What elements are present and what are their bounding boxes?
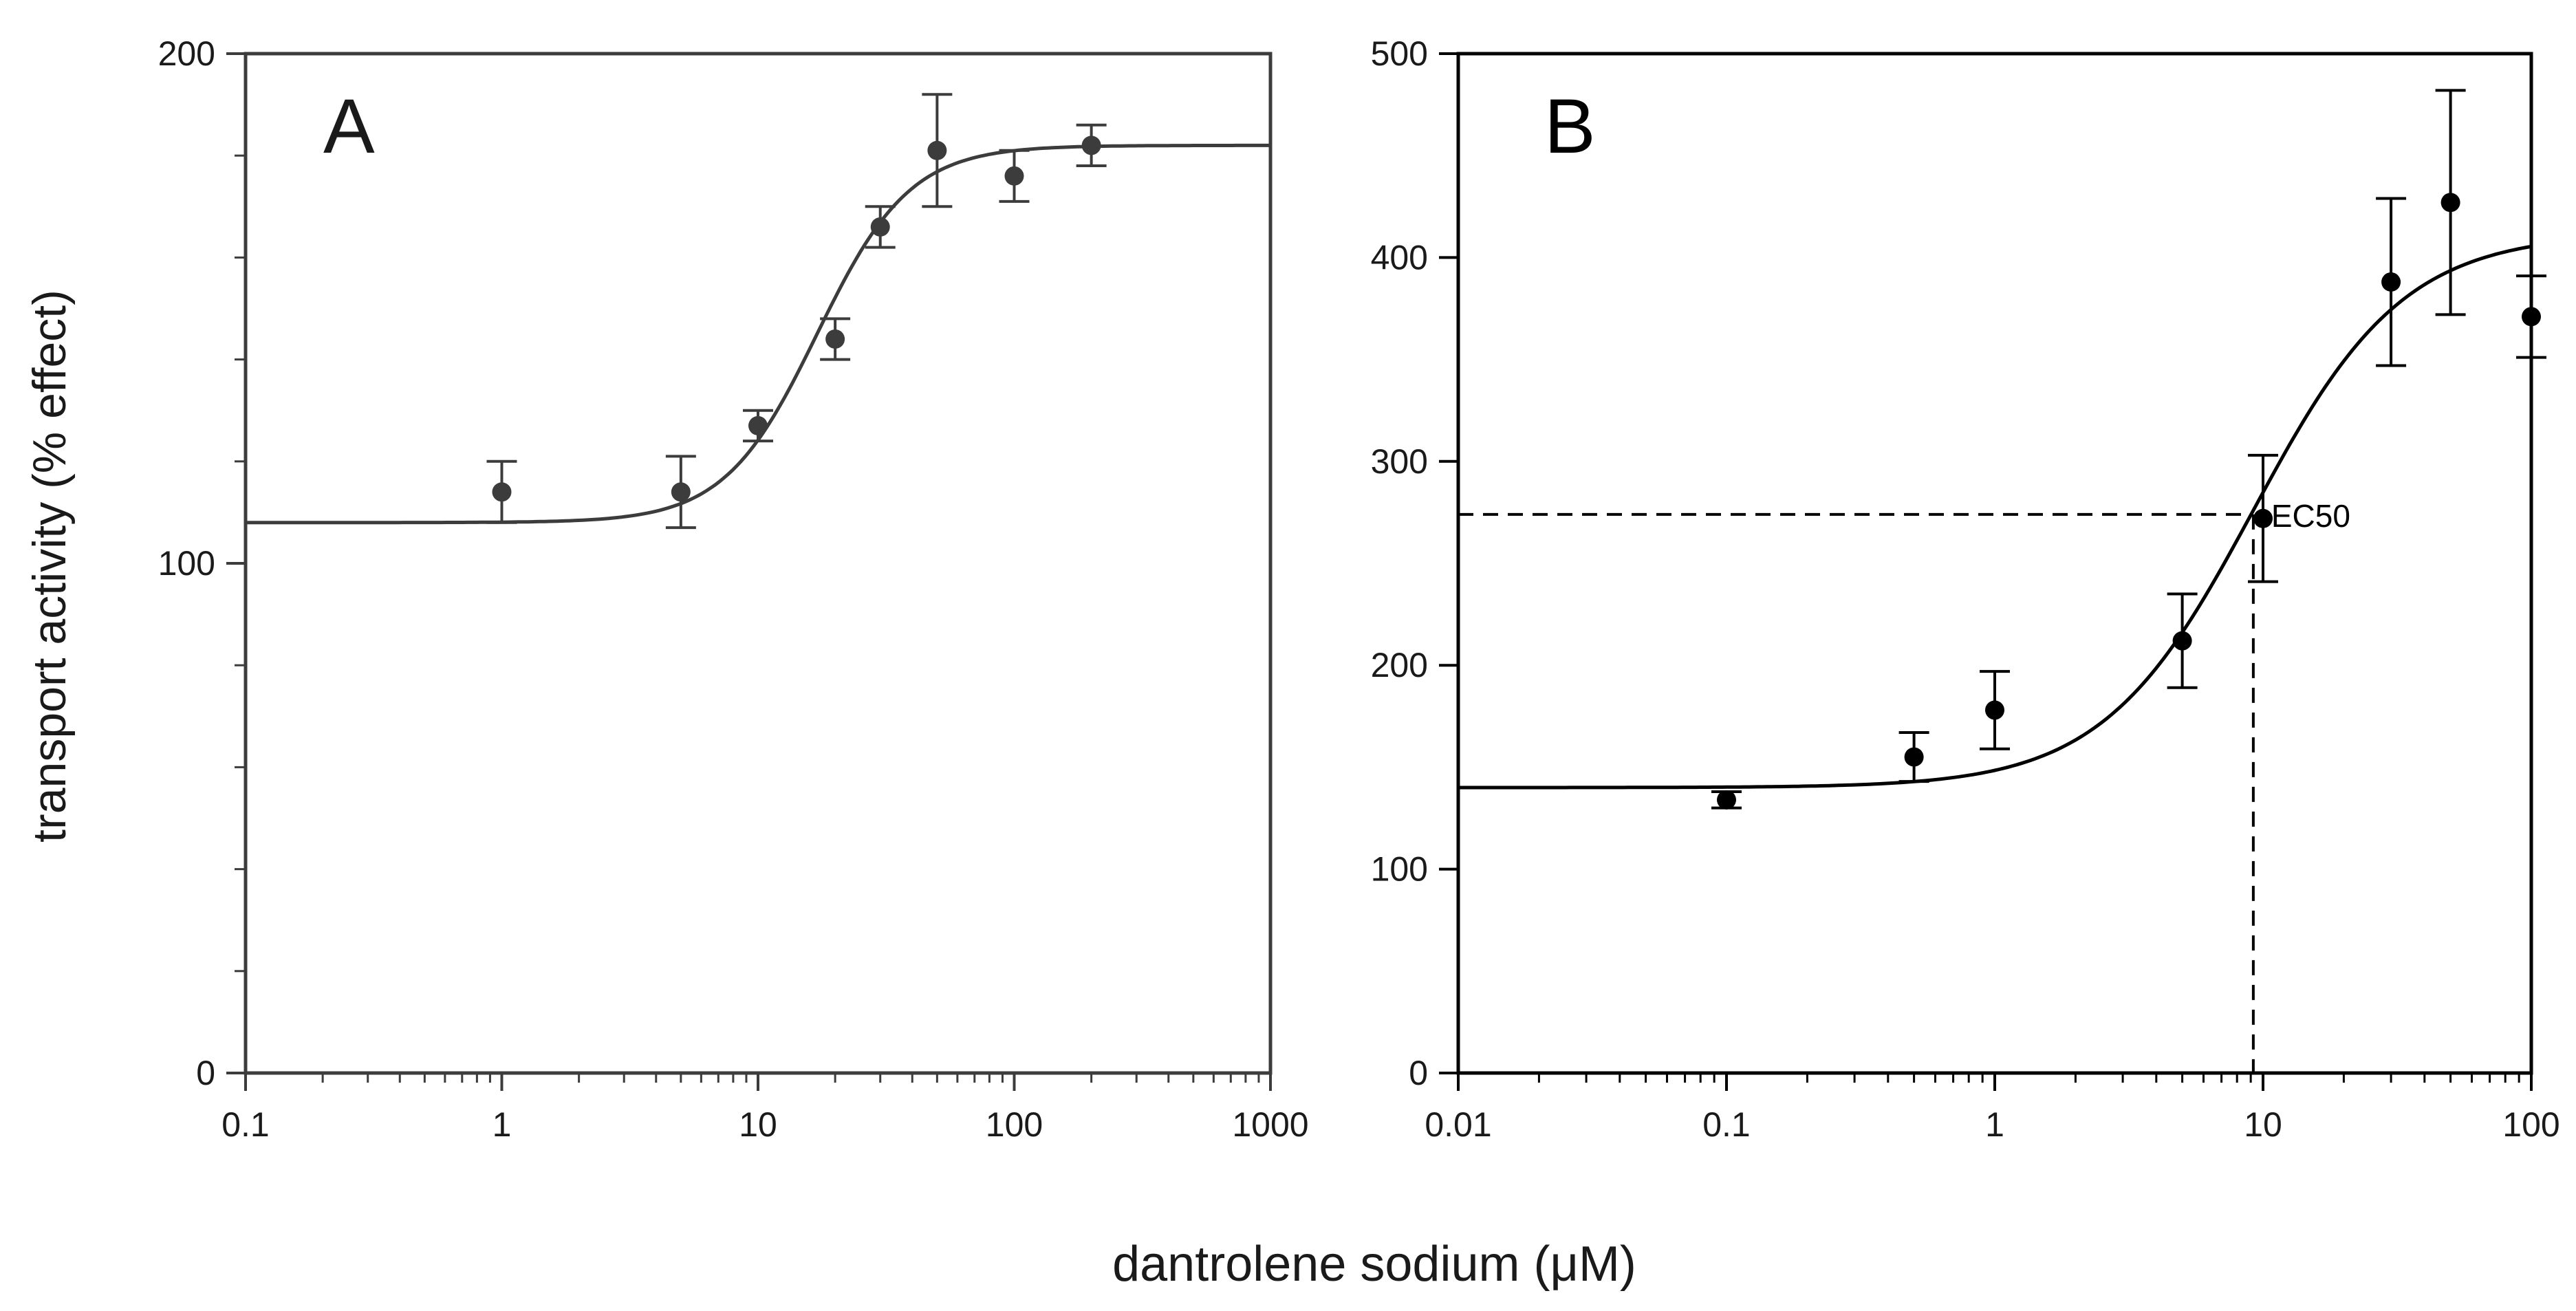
point-marker — [825, 329, 845, 349]
y-tick-label-a: 200 — [158, 34, 215, 73]
x-tick-label-b: 0.01 — [1425, 1105, 1491, 1144]
chart-panel-a: A 0.1 1 10 100 1000 0 100 200 — [158, 34, 1309, 1144]
plot-frame-b — [1456, 52, 2533, 1075]
y-tick-label-b: 400 — [1371, 238, 1428, 277]
fit-curve-a — [246, 143, 1270, 525]
x-tick-label-a: 0.1 — [221, 1105, 270, 1144]
data-point — [1711, 790, 1742, 810]
data-point — [2248, 453, 2278, 583]
point-marker — [1985, 700, 2004, 720]
panel-label-b: B — [1544, 83, 1596, 169]
panel-label-a: A — [323, 83, 375, 169]
y-tick-label-a: 0 — [196, 1054, 215, 1092]
y-axis-label: transport activity (% effect) — [23, 290, 76, 843]
data-points-a — [486, 93, 1107, 530]
x-tick-label-b: 100 — [2502, 1105, 2559, 1144]
point-marker — [2440, 193, 2460, 213]
y-tick-label-b: 0 — [1409, 1054, 1428, 1092]
data-point — [999, 149, 1030, 203]
x-tick-label-a: 1 — [493, 1105, 512, 1144]
data-point — [922, 93, 953, 208]
data-point — [1898, 731, 1929, 783]
x-tick-label-a: 10 — [739, 1105, 777, 1144]
point-marker — [1904, 747, 1924, 767]
x-tick-label-a: 1000 — [1232, 1105, 1308, 1144]
point-marker — [2253, 508, 2273, 528]
data-point — [665, 455, 696, 530]
data-point — [2435, 89, 2466, 316]
point-marker — [492, 482, 512, 502]
point-marker — [2381, 272, 2401, 292]
x-tick-label-b: 10 — [2244, 1105, 2282, 1144]
y-tick-label-b: 300 — [1371, 442, 1428, 481]
ticks-b: 0.01 0.1 1 10 100 0 100 200 300 400 500 — [1371, 34, 2560, 1144]
point-marker — [2172, 631, 2192, 651]
data-point — [1076, 123, 1107, 168]
data-point — [2516, 274, 2546, 359]
ec50-label: EC50 — [2271, 498, 2350, 534]
data-point — [865, 205, 896, 249]
y-tick-label-b: 100 — [1371, 850, 1428, 889]
data-point — [743, 409, 773, 443]
chart-panel-b: B 0.01 0.1 1 10 100 0 100 200 300 400 500 EC50 — [1371, 34, 2560, 1144]
data-points-b — [1711, 89, 2546, 810]
x-tick-label-a: 100 — [986, 1105, 1043, 1144]
point-marker — [927, 140, 947, 160]
data-point — [486, 459, 517, 524]
ec50-guides: EC50 — [1458, 498, 2350, 1073]
ticks-a: 0.1 1 10 100 1000 0 100 200 — [158, 34, 1309, 1144]
data-point — [2167, 592, 2198, 689]
point-marker — [748, 415, 768, 435]
x-axis-label: dantrolene sodium (μM) — [1112, 1237, 1636, 1292]
point-marker — [1717, 790, 1736, 810]
point-marker — [1004, 166, 1024, 186]
point-marker — [2522, 307, 2541, 327]
data-point — [1980, 670, 2010, 750]
y-tick-label-b: 200 — [1371, 646, 1428, 684]
point-marker — [1081, 136, 1101, 155]
y-tick-label-a: 100 — [158, 544, 215, 583]
point-marker — [671, 482, 691, 502]
data-point — [820, 317, 851, 361]
plot-frame-a — [243, 52, 1273, 1075]
fit-curve-b — [1458, 244, 2532, 790]
point-marker — [870, 217, 890, 237]
y-tick-label-b: 500 — [1371, 34, 1428, 73]
x-tick-label-b: 1 — [1985, 1105, 2004, 1144]
data-point — [2376, 197, 2407, 367]
x-tick-label-b: 0.1 — [1702, 1105, 1751, 1144]
